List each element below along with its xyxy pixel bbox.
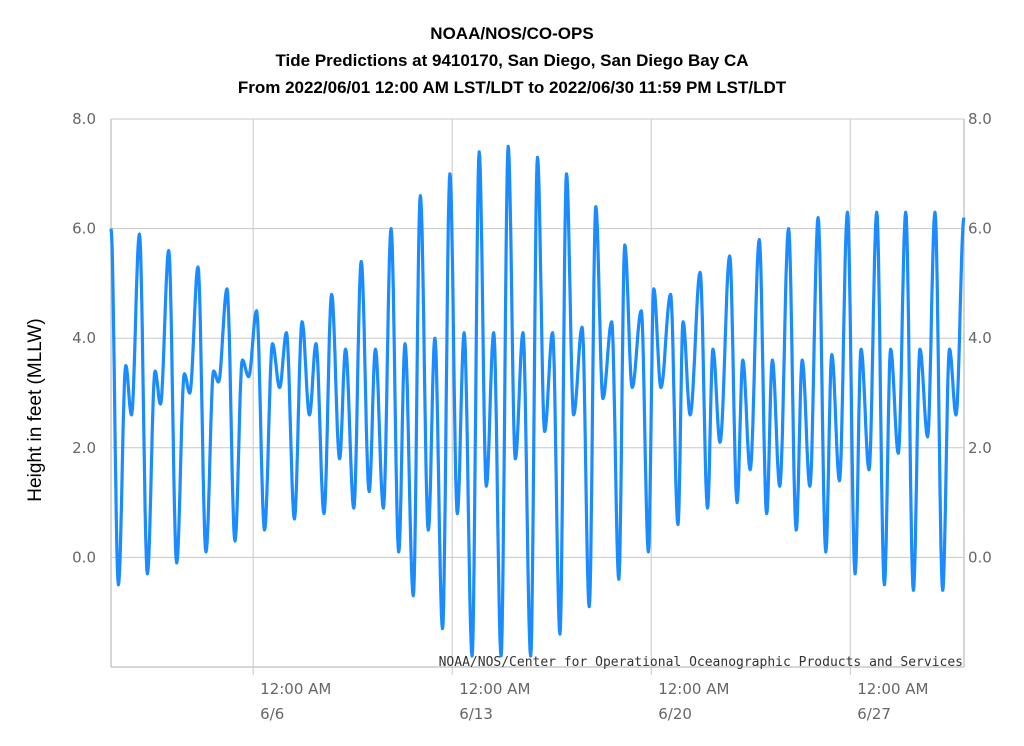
y-tick-label-right: 6.0 bbox=[968, 220, 992, 238]
chart-title-station: Tide Predictions at 9410170, San Diego, … bbox=[275, 51, 749, 70]
y-tick-label-right: 8.0 bbox=[968, 110, 992, 128]
y-axis-right: 8.0 6.0 4.0 2.0 0.0 bbox=[968, 110, 992, 566]
chart-title-agency: NOAA/NOS/CO-OPS bbox=[430, 24, 594, 43]
x-tick-label-time: 12:00 AM bbox=[459, 680, 530, 698]
x-tick-label-time: 12:00 AM bbox=[857, 680, 928, 698]
y-tick-label-right: 4.0 bbox=[968, 329, 992, 347]
y-tick-label-right: 0.0 bbox=[968, 548, 992, 566]
x-tick-label-time: 12:00 AM bbox=[260, 680, 331, 698]
x-axis: 12:00 AM 6/6 12:00 AM 6/13 12:00 AM 6/20 12:00… bbox=[260, 680, 928, 723]
x-tick-label-time: 12:00 AM bbox=[658, 680, 729, 698]
y-tick-label-left: 8.0 bbox=[72, 110, 96, 128]
tide-series-line bbox=[109, 144, 966, 658]
y-tick-label-left: 0.0 bbox=[72, 548, 96, 566]
y-tick-label-left: 4.0 bbox=[72, 329, 96, 347]
credit-text: NOAA/NOS/Center for Operational Oceanogr… bbox=[439, 655, 963, 670]
chart-title-daterange: From 2022/06/01 12:00 AM LST/LDT to 2022… bbox=[237, 78, 787, 97]
x-tick-label-date: 6/20 bbox=[658, 705, 692, 723]
y-tick-label-left: 2.0 bbox=[72, 439, 96, 457]
x-tick-label-date: 6/13 bbox=[459, 705, 493, 723]
x-tick-label-date: 6/27 bbox=[857, 705, 891, 723]
y-tick-label-right: 2.0 bbox=[968, 439, 992, 457]
y-tick-label-left: 6.0 bbox=[72, 220, 96, 238]
y-axis-left: 8.0 6.0 4.0 2.0 0.0 bbox=[72, 110, 96, 566]
x-tick-label-date: 6/6 bbox=[260, 705, 284, 723]
